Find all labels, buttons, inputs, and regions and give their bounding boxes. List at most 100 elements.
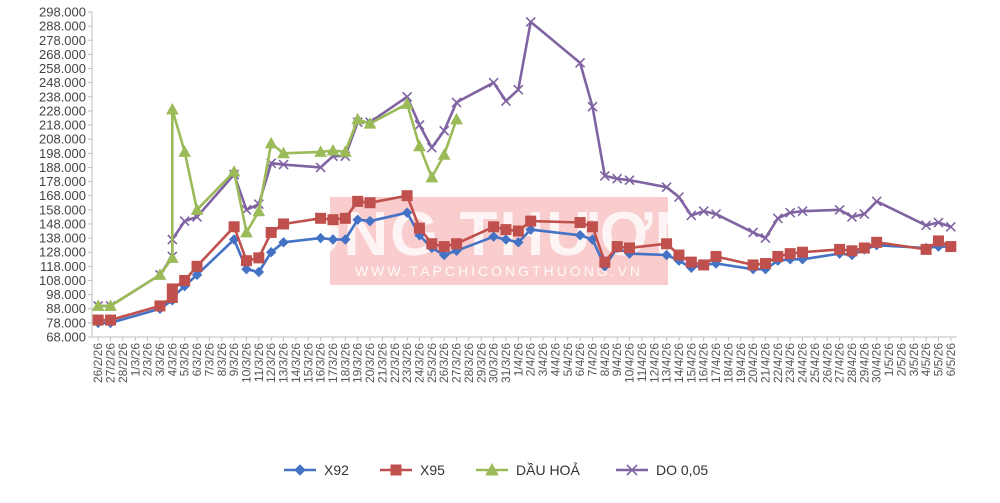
chart-axes xyxy=(91,12,957,338)
data-point xyxy=(747,259,759,271)
data-point xyxy=(834,243,846,255)
data-point xyxy=(252,204,266,217)
data-point xyxy=(785,207,796,218)
data-point xyxy=(91,299,105,311)
data-point xyxy=(626,464,638,476)
legend-item: X92 xyxy=(284,462,349,478)
x-tick-label: 29/4/26 xyxy=(857,343,871,383)
legend-label: DẦU HOẢ xyxy=(516,462,580,478)
data-point xyxy=(390,464,402,476)
data-point-stroke xyxy=(686,210,697,221)
data-point-stroke xyxy=(871,196,882,207)
data-point xyxy=(513,237,524,248)
data-point-stroke xyxy=(859,208,870,220)
data-point xyxy=(190,203,204,215)
legend-label: X92 xyxy=(324,462,349,478)
x-tick-label: 2/4/26 xyxy=(524,343,538,377)
data-point xyxy=(525,224,536,235)
x-tick-label: 11/4/26 xyxy=(635,343,649,382)
data-point xyxy=(414,119,425,131)
data-point xyxy=(500,234,512,245)
x-tick-label: 22/3/26 xyxy=(388,343,402,383)
x-tick-label: 2/3/26 xyxy=(141,343,155,377)
x-tick-label: 24/4/26 xyxy=(796,343,810,383)
data-point-stroke xyxy=(488,77,499,88)
data-point xyxy=(624,242,636,254)
x-tick-label: 3/4/26 xyxy=(536,343,550,377)
data-point xyxy=(611,241,623,253)
data-point-stroke xyxy=(772,213,783,224)
x-tick-label: 16/4/26 xyxy=(697,343,711,383)
data-point xyxy=(402,91,413,102)
x-tick-label: 4/5/26 xyxy=(919,343,933,377)
data-point-stroke xyxy=(661,182,672,193)
data-point-stroke xyxy=(624,175,635,186)
data-point xyxy=(401,190,413,202)
x-tick-label: 4/4/26 xyxy=(548,343,562,377)
x-tick-label: 16/3/26 xyxy=(314,343,328,383)
data-point xyxy=(228,221,240,233)
x-tick-label: 12/3/26 xyxy=(264,343,278,383)
data-point-stroke xyxy=(278,159,289,170)
data-point xyxy=(945,221,956,232)
data-point xyxy=(240,255,252,267)
data-point-stroke xyxy=(846,211,858,222)
x-tick-label: 28/3/26 xyxy=(462,343,476,383)
data-point xyxy=(179,274,191,286)
data-point-stroke xyxy=(599,170,610,181)
data-point xyxy=(759,258,771,270)
data-point xyxy=(500,95,512,107)
x-tick-label: 27/4/26 xyxy=(833,343,847,383)
cong-thuong-watermark: CÔNG THƯƠNG WWW.TAPCHICONGTHUONG.VN xyxy=(246,197,750,285)
data-point xyxy=(253,252,265,264)
x-tick-label: 14/3/26 xyxy=(289,343,303,383)
data-point xyxy=(264,136,278,149)
x-tick-label: 18/4/26 xyxy=(721,343,735,383)
data-point xyxy=(277,146,290,159)
y-tick-label: 198.000 xyxy=(39,146,86,161)
x-tick-label: 28/4/26 xyxy=(845,343,859,383)
data-point xyxy=(871,236,883,248)
x-tick-label: 27/2/26 xyxy=(104,343,118,383)
data-point xyxy=(364,215,376,227)
y-tick-label: 238.000 xyxy=(39,89,86,104)
x-axis-ticks: 26/2/2627/2/2628/2/261/3/262/3/263/3/264… xyxy=(91,337,958,383)
data-point xyxy=(575,57,586,68)
x-tick-label: 1/4/26 xyxy=(511,343,525,377)
data-point-stroke xyxy=(575,57,586,68)
x-tick-label: 17/4/26 xyxy=(709,343,723,383)
data-point xyxy=(525,16,536,27)
data-point-stroke xyxy=(315,162,326,173)
data-point xyxy=(438,241,450,253)
data-point-stroke xyxy=(612,173,623,184)
data-point xyxy=(413,139,426,152)
data-point xyxy=(315,212,327,224)
data-point xyxy=(932,235,944,247)
data-point-stroke xyxy=(698,206,709,217)
data-point xyxy=(351,112,365,125)
data-point xyxy=(413,222,425,234)
data-point xyxy=(339,212,351,224)
data-point xyxy=(315,162,326,173)
y-tick-label: 178.000 xyxy=(39,174,86,189)
data-point xyxy=(439,125,450,136)
y-tick-label: 98.000 xyxy=(46,287,86,302)
data-point-stroke xyxy=(921,220,932,231)
data-point xyxy=(673,249,685,261)
y-tick-label: 208.000 xyxy=(39,132,86,147)
y-axis-ticks: 68.00078.00088.00098.000108.000118.00012… xyxy=(39,5,92,345)
data-point-stroke xyxy=(414,119,425,131)
x-tick-label: 7/4/26 xyxy=(585,343,599,377)
legend-label: X95 xyxy=(420,462,445,478)
x-tick-label: 13/3/26 xyxy=(277,343,291,383)
x-tick-label: 15/4/26 xyxy=(684,343,698,383)
data-point xyxy=(698,259,710,271)
data-point xyxy=(352,195,364,207)
data-point xyxy=(326,143,340,156)
x-tick-label: 6/3/26 xyxy=(190,343,204,377)
data-point xyxy=(710,208,722,220)
data-point-stroke xyxy=(933,217,944,228)
data-point xyxy=(426,238,438,250)
x-tick-label: 8/4/26 xyxy=(598,343,612,377)
data-point xyxy=(104,299,117,311)
